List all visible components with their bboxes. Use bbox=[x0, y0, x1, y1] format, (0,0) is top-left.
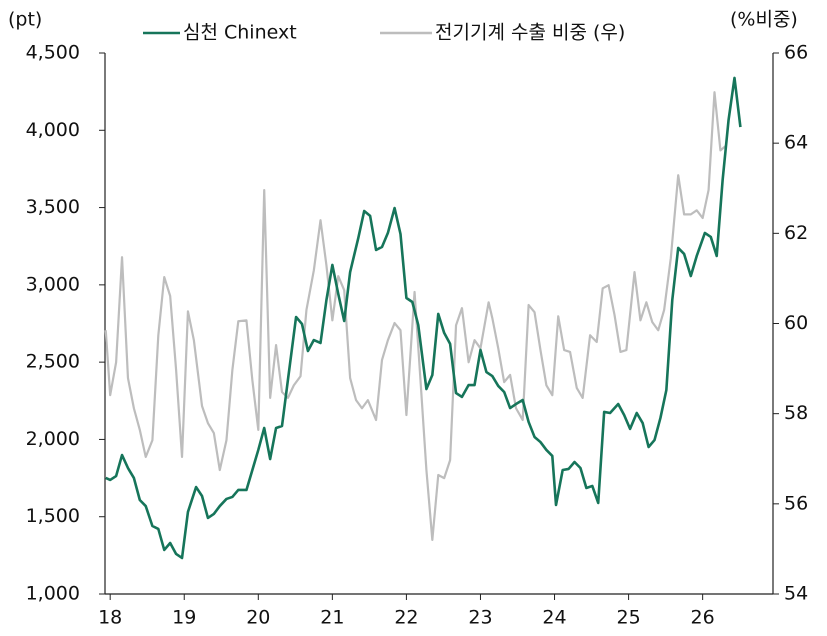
y2-tick-label: 58 bbox=[784, 402, 808, 424]
y2-tick-label: 60 bbox=[784, 312, 808, 334]
y2-tick-label: 56 bbox=[784, 492, 808, 514]
y-tick-label: 3,000 bbox=[26, 273, 80, 295]
y-tick-label: 3,500 bbox=[26, 196, 80, 218]
x-tick-label: 18 bbox=[98, 607, 122, 629]
x-tick-label: 20 bbox=[246, 607, 270, 629]
y2-tick-label: 54 bbox=[784, 583, 808, 605]
y-tick-label: 2,500 bbox=[26, 351, 80, 373]
legend-label: 심천 Chinext bbox=[183, 22, 297, 44]
series-line bbox=[104, 91, 728, 541]
y-tick-label: 1,000 bbox=[26, 583, 80, 605]
y-tick-label: 4,000 bbox=[26, 119, 80, 141]
x-tick-label: 24 bbox=[542, 607, 566, 629]
y2-axis-label: (%비중) bbox=[730, 9, 798, 31]
legend-label: 전기기계 수출 비중 (우) bbox=[435, 22, 625, 44]
x-tick-label: 26 bbox=[691, 607, 715, 629]
y-axis-label: (pt) bbox=[8, 9, 42, 31]
y2-tick-label: 62 bbox=[784, 222, 808, 244]
y2-tick-label: 66 bbox=[784, 42, 808, 64]
y-tick-label: 2,000 bbox=[26, 428, 80, 450]
y-tick-label: 1,500 bbox=[26, 505, 80, 527]
x-tick-label: 23 bbox=[468, 607, 492, 629]
y2-tick-label: 64 bbox=[784, 132, 808, 154]
x-tick-label: 22 bbox=[394, 607, 418, 629]
x-tick-label: 21 bbox=[320, 607, 344, 629]
series-line bbox=[105, 76, 742, 560]
x-tick-label: 19 bbox=[172, 607, 196, 629]
x-tick-label: 25 bbox=[616, 607, 640, 629]
y-tick-label: 4,500 bbox=[26, 42, 80, 64]
